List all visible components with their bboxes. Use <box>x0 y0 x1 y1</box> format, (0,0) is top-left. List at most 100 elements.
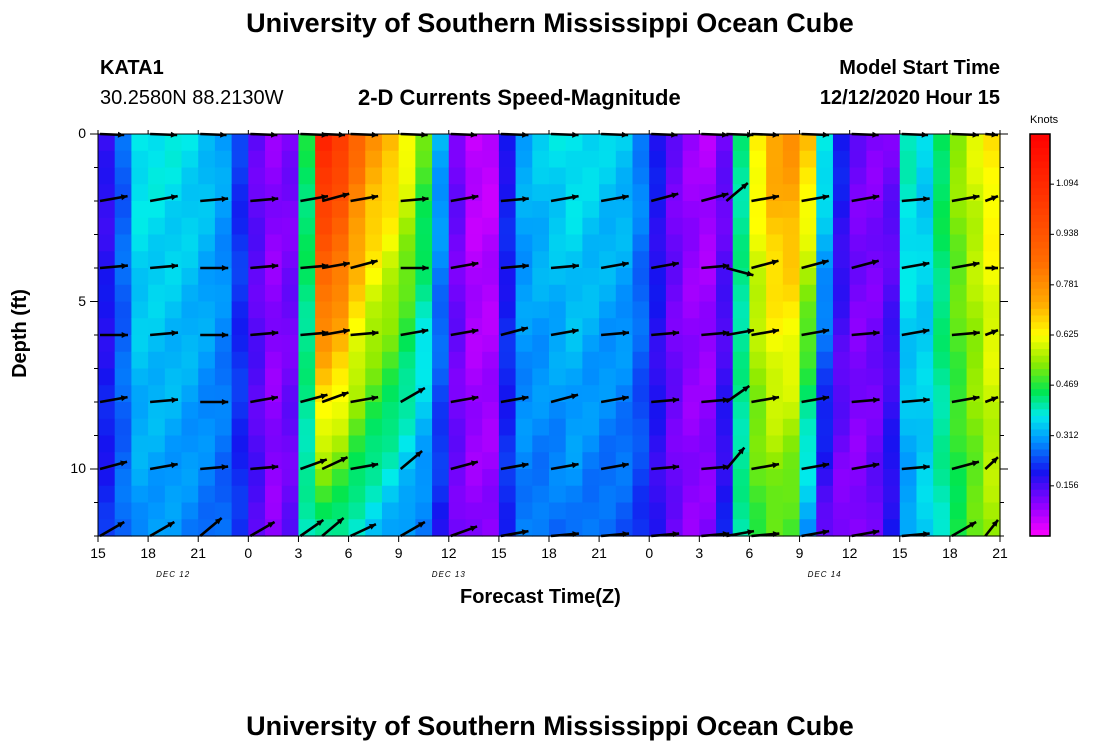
heatmap-cell <box>231 301 249 319</box>
heatmap-cell <box>732 251 751 269</box>
x-tick-label: 21 <box>992 545 1008 561</box>
current-vector <box>350 259 378 270</box>
current-vector <box>701 263 730 270</box>
heatmap-cell <box>532 502 550 520</box>
heatmap-cell <box>582 301 600 319</box>
heatmap-cell <box>348 502 366 520</box>
heatmap-cell <box>281 201 300 219</box>
heatmap-cell <box>148 268 166 286</box>
heatmap-cell <box>198 485 216 504</box>
heatmap-cell <box>298 150 316 169</box>
heatmap-cell <box>248 234 266 252</box>
heatmap-cell <box>582 402 600 420</box>
heatmap-cell <box>114 418 133 437</box>
heatmap-cell <box>148 402 166 420</box>
heatmap-cell <box>515 251 533 269</box>
heatmap-cell <box>565 150 584 169</box>
heatmap-cell <box>498 519 517 537</box>
heatmap-cell <box>599 234 617 252</box>
current-vector <box>851 194 880 203</box>
heatmap-cell <box>448 234 467 252</box>
heatmap-cell <box>398 452 416 470</box>
heatmap-cell <box>365 150 383 169</box>
heatmap-cell <box>98 485 116 504</box>
current-vector <box>725 384 751 404</box>
colorbar-segment <box>1030 448 1050 457</box>
heatmap-cell <box>565 251 584 269</box>
heatmap-cell <box>716 402 734 420</box>
heatmap-cell <box>916 519 934 537</box>
heatmap-cell <box>515 435 533 453</box>
current-vector <box>99 263 129 270</box>
colorbar-segment <box>1030 482 1050 490</box>
colorbar-segment <box>1030 495 1050 504</box>
heatmap-cell <box>198 234 216 252</box>
current-vector <box>701 131 729 138</box>
heatmap-cell <box>916 368 934 386</box>
colorbar-segment <box>1030 515 1050 524</box>
heatmap-cell <box>532 435 550 453</box>
colorbar-segment <box>1030 462 1050 470</box>
heatmap-cell <box>482 318 500 336</box>
heatmap-cell <box>465 452 483 470</box>
heatmap-cell <box>716 418 734 437</box>
heatmap-cell <box>632 150 650 169</box>
heatmap-cell <box>665 318 684 336</box>
heatmap-cell <box>799 435 817 453</box>
heatmap-cell <box>398 318 416 336</box>
heatmap-cell <box>298 167 316 185</box>
current-vector <box>751 531 780 538</box>
heatmap-cell <box>398 268 416 286</box>
heatmap-cell <box>682 284 700 303</box>
heatmap-cell <box>114 150 133 169</box>
heatmap-cell <box>549 335 567 353</box>
heatmap-cell <box>298 284 316 303</box>
heatmap-cell <box>448 268 467 286</box>
heatmap-cell <box>298 134 316 152</box>
heatmap-cell <box>682 418 700 437</box>
heatmap-cell <box>381 134 400 152</box>
heatmap-cell <box>231 385 249 403</box>
heatmap-cell <box>549 351 567 370</box>
heatmap-cell <box>381 502 400 520</box>
heatmap-cell <box>498 234 517 252</box>
heatmap-cell <box>465 201 483 219</box>
current-vector <box>99 460 128 471</box>
heatmap-cell <box>315 502 333 520</box>
heatmap-cell <box>716 217 734 236</box>
colorbar-segment <box>1030 254 1050 262</box>
x-tick-label: 0 <box>645 545 654 561</box>
heatmap-cell <box>983 368 1001 386</box>
heatmap-cell <box>649 385 667 403</box>
heatmap-cell <box>782 167 801 185</box>
heatmap-cell <box>849 418 867 437</box>
heatmap-cell <box>498 351 517 370</box>
heatmap-cell <box>782 184 801 202</box>
heatmap-cell <box>365 418 383 437</box>
heatmap-cell <box>265 150 283 169</box>
heatmap-cell <box>966 452 984 470</box>
heatmap-cell <box>248 368 266 386</box>
x-tick-label: 9 <box>795 545 804 561</box>
heatmap-cell <box>782 335 801 353</box>
heatmap-cell <box>181 335 199 353</box>
heatmap-cell <box>782 301 801 319</box>
heatmap-cell <box>448 335 467 353</box>
heatmap-cell <box>532 335 550 353</box>
heatmap-cell <box>883 234 901 252</box>
heatmap-cell <box>749 184 767 202</box>
heatmap-cell <box>866 201 884 219</box>
heatmap-cell <box>599 351 617 370</box>
heatmap-cell <box>983 351 1001 370</box>
current-vector <box>801 131 830 138</box>
heatmap-cell <box>782 134 801 152</box>
x-tick-label: 12 <box>841 545 858 561</box>
heatmap-cell <box>816 167 834 185</box>
heatmap-cell <box>832 251 851 269</box>
heatmap-cell <box>883 217 901 236</box>
heatmap-cell <box>699 217 717 236</box>
heatmap-cell <box>114 435 133 453</box>
current-vector <box>726 131 754 138</box>
current-vector <box>250 131 278 138</box>
heatmap-cell <box>432 167 450 185</box>
